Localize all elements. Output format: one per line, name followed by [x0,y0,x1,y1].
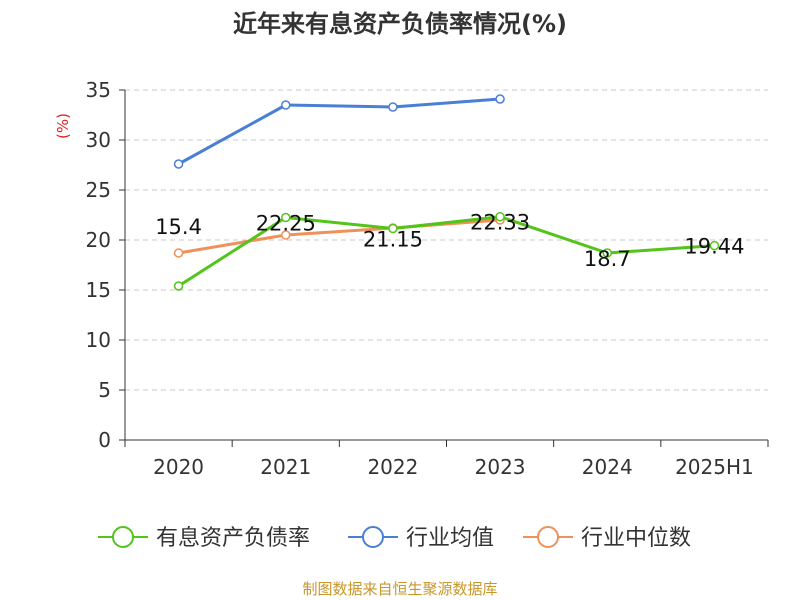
axes: 0 5 10 15 20 25 30 35 2020 2021 2022 2023 2024 2025H1… [54,78,769,479]
grid-lines [125,89,768,391]
data-label: 19.44 [684,235,744,259]
x-tick-label: 2023 [475,455,526,479]
series-line-1 [177,97,501,166]
x-tick-label: 2021 [260,455,311,479]
y-tick-label: 25 [86,178,111,202]
y-tick-label: 10 [86,328,111,352]
legend-marker-0[interactable] [112,526,134,548]
y-tick-label: 30 [86,128,111,152]
data-point [709,240,720,251]
series-lines [173,94,720,291]
source-note: 制图数据来自恒生聚源数据库 [302,580,498,598]
data-point [281,212,291,223]
data-labels: 15.4 22.25 21.15 22.33 18.7 19.44 [155,211,744,271]
data-point [388,223,398,234]
legend-label-0[interactable]: 有息资产负债率 [156,526,310,551]
series-line-2 [178,218,501,255]
x-tick-label: 2022 [367,455,418,479]
data-point [281,100,291,110]
x-tick-label: 2025H1 [675,455,754,479]
legend[interactable]: 有息资产负债率 行业均值 行业中位数 [98,526,691,551]
data-label: 22.25 [256,212,316,236]
data-point [281,230,291,240]
data-point [388,102,398,112]
data-point [495,94,505,104]
legend-label-2[interactable]: 行业中位数 [581,526,691,551]
y-tick-label: 0 [98,428,111,452]
data-point [602,248,612,258]
data-point [173,281,184,291]
data-label: 22.33 [470,211,530,235]
y-tick-label: 15 [86,278,111,302]
data-label: 21.15 [363,228,423,252]
data-point [173,248,184,258]
data-point [173,159,184,169]
x-tick-label: 2024 [582,455,633,479]
legend-label-1[interactable]: 行业均值 [406,526,494,551]
x-tick-label: 2020 [153,455,204,479]
y-axis-label: (%) [54,113,72,139]
y-tick-label: 35 [86,78,111,102]
data-label: 18.7 [584,247,631,271]
series-line-0 [177,215,715,288]
legend-marker-1[interactable] [362,526,384,548]
data-label: 15.4 [155,215,202,239]
y-tick-label: 5 [98,378,111,402]
data-point [495,211,505,222]
chart-title: 近年来有息资产负债率情况(%) [233,10,567,38]
y-tick-label: 20 [86,228,111,252]
legend-marker-2[interactable] [537,526,559,548]
